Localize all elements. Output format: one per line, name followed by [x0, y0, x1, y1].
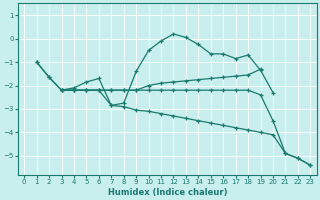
X-axis label: Humidex (Indice chaleur): Humidex (Indice chaleur): [108, 188, 227, 197]
